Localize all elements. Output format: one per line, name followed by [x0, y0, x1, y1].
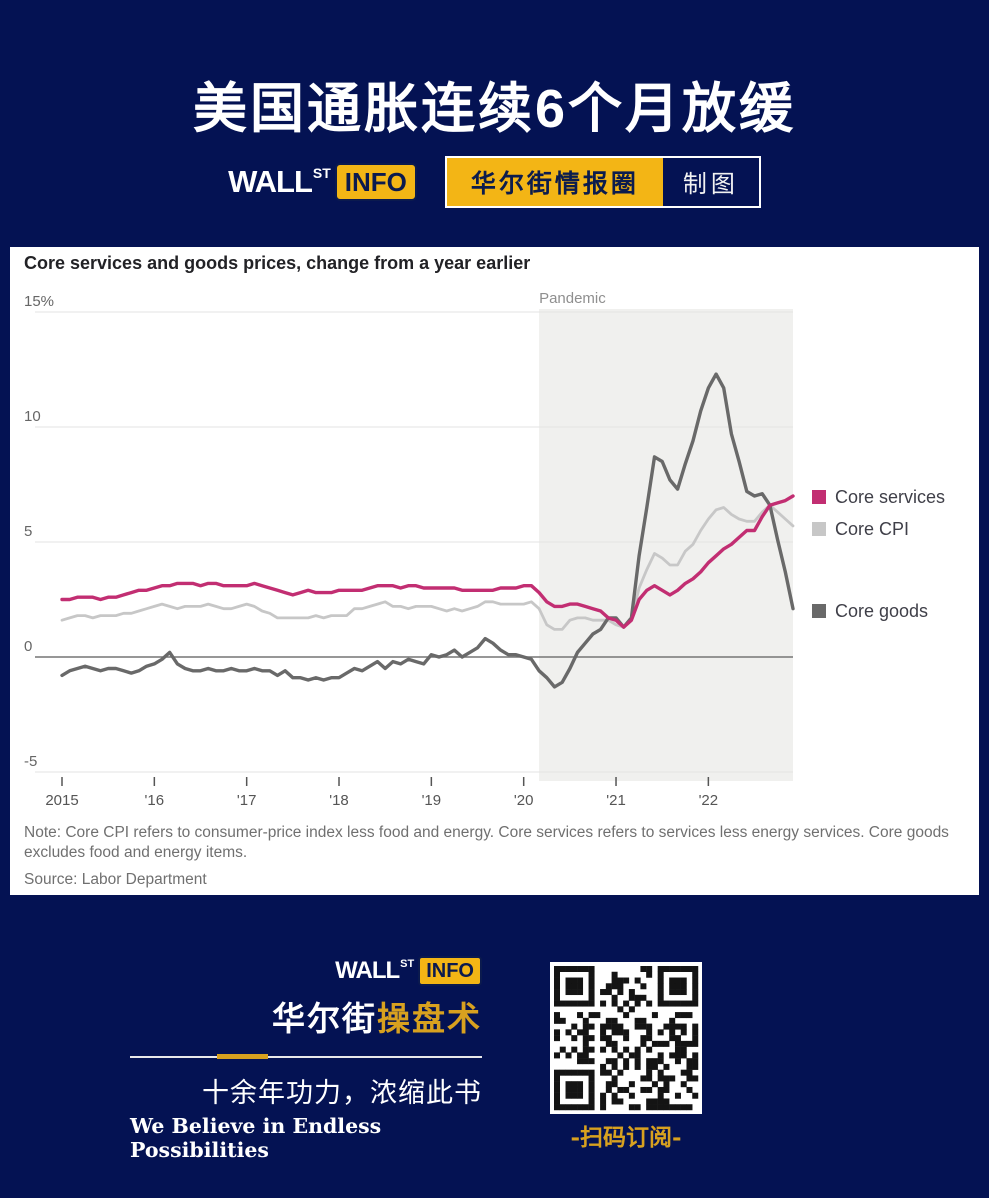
footer-wallst-info-logo: WALL ST INFO — [335, 956, 482, 986]
svg-text:'20: '20 — [514, 792, 534, 809]
legend-core-cpi: Core CPI — [812, 519, 909, 540]
svg-text:'22: '22 — [699, 792, 719, 809]
footer-divider-gold-segment — [217, 1054, 268, 1059]
svg-text:'18: '18 — [329, 792, 349, 809]
logo-info-badge: INFO — [334, 163, 417, 201]
header-logo-row: WALL ST INFO 华尔街情报圈 制图 — [0, 156, 989, 208]
legend-label-core-cpi: Core CPI — [835, 519, 910, 539]
svg-text:'16: '16 — [145, 792, 165, 809]
chart-note: Note: Core CPI refers to consumer-price … — [24, 824, 949, 862]
svg-text:10: 10 — [24, 408, 41, 425]
footer-brand-white-text: 华尔街 — [272, 999, 377, 1038]
brand-box: 华尔街情报圈 制图 — [444, 156, 761, 208]
svg-text:15%: 15% — [24, 293, 54, 310]
footer-logo-info-badge: INFO — [418, 956, 482, 986]
legend-label-core-services: Core services — [835, 487, 946, 507]
svg-text:'21: '21 — [606, 792, 626, 809]
chart-panel: Core services and goods prices, change f… — [10, 247, 979, 895]
qr-caption: -扫码订阅- — [570, 1124, 682, 1151]
legend-swatch-core-goods — [812, 604, 826, 618]
footer-branding: WALL ST INFO 华尔街操盘术 十余年功力，浓缩此书 We Believ… — [130, 956, 482, 1162]
footer-brand-line: 华尔街操盘术 — [272, 992, 482, 1040]
footer-logo-st-superscript: ST — [400, 958, 415, 970]
svg-text:'17: '17 — [237, 792, 257, 809]
legend-label-core-goods: Core goods — [835, 601, 929, 621]
footer-brand-gold-text: 操盘术 — [377, 999, 482, 1038]
logo-st-superscript: ST — [312, 165, 331, 181]
brand-name-label: 华尔街情报圈 — [446, 158, 663, 206]
svg-text:-5: -5 — [24, 753, 37, 770]
footer-slogan-cn: 十余年功力，浓缩此书 — [202, 1078, 482, 1109]
footer-logo-wall-text: WALL — [335, 957, 400, 984]
wallst-info-logo: WALL ST INFO — [228, 163, 417, 201]
brand-chartmaker-label: 制图 — [682, 170, 739, 198]
svg-text:'19: '19 — [422, 792, 442, 809]
chart-source: Source: Labor Department — [24, 871, 207, 888]
legend-swatch-core-services — [812, 490, 826, 504]
svg-text:5: 5 — [24, 523, 32, 540]
chart-svg: 15% 10 5 0 -5 2015 '16 '17 '18 '19 '20 '21 '22 Pandem… — [24, 290, 795, 809]
footer-divider-line — [130, 1056, 482, 1058]
page-title: 美国通胀连续6个月放缓 — [192, 79, 797, 139]
qr-code — [550, 962, 702, 1114]
logo-wall-text: WALL — [228, 164, 313, 199]
svg-text:0: 0 — [24, 638, 32, 655]
footer-divider — [130, 1054, 482, 1059]
legend-swatch-core-cpi — [812, 522, 826, 536]
footer-slogan-en: We Believe in Endless Possibilities — [130, 1114, 382, 1162]
legend-core-services: Core services — [812, 487, 945, 508]
legend-core-goods: Core goods — [812, 601, 928, 622]
chart-title: Core services and goods prices, change f… — [24, 253, 531, 273]
svg-text:Pandemic: Pandemic — [539, 290, 606, 307]
svg-text:2015: 2015 — [45, 792, 78, 809]
